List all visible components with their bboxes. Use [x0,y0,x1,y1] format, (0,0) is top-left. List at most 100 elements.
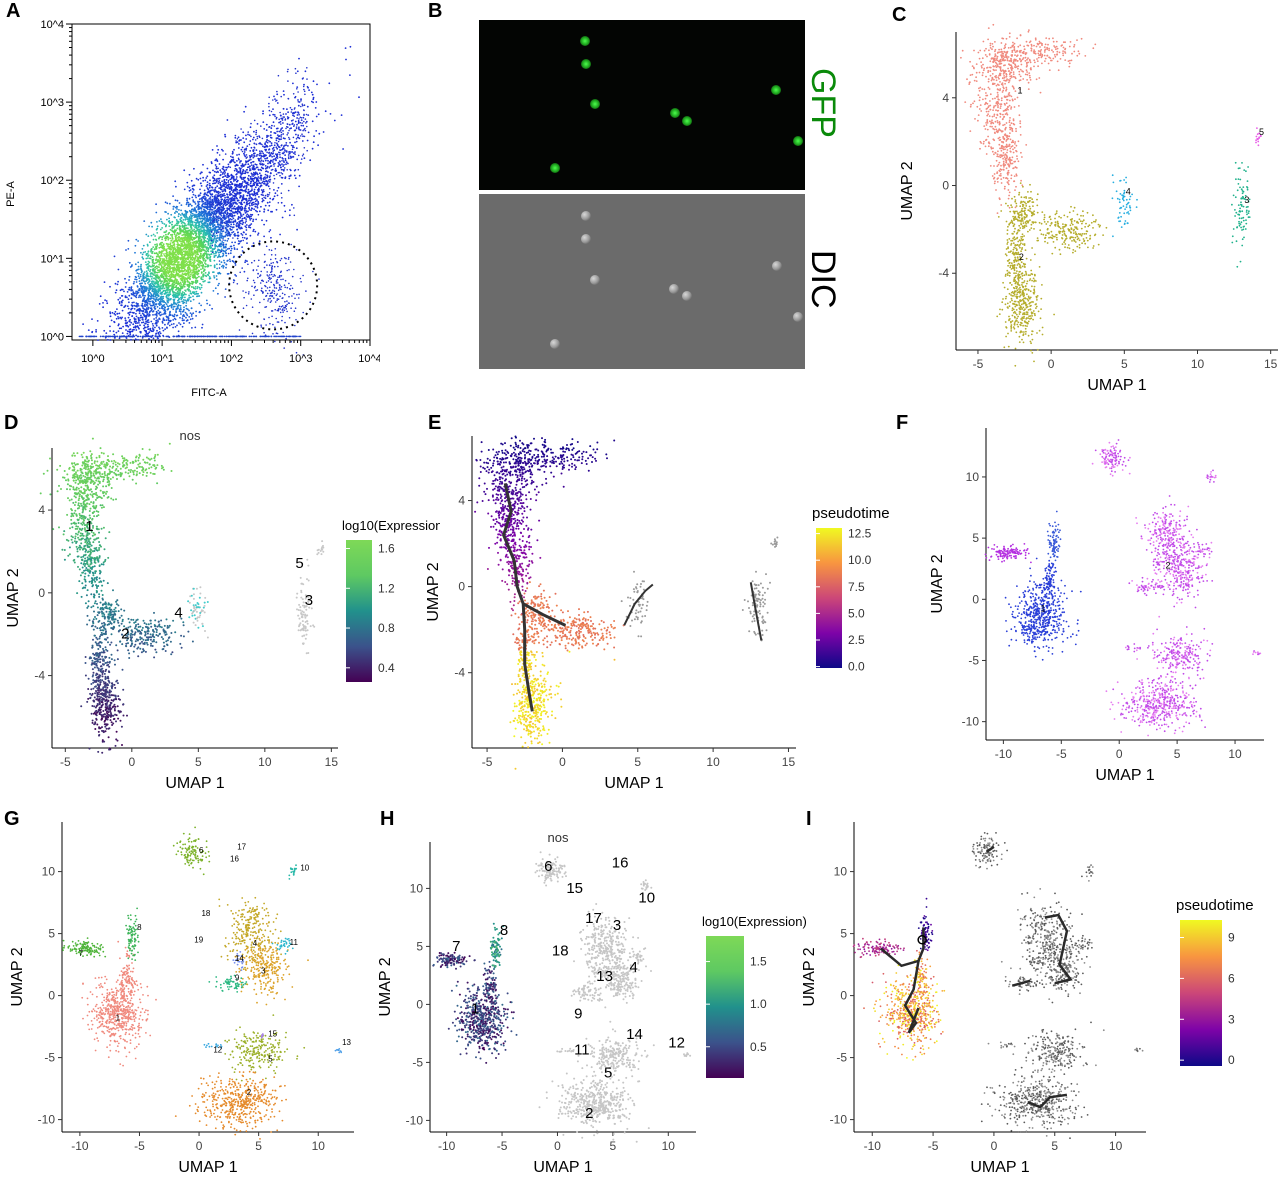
gfp-cell [793,136,803,146]
cluster-label: 3 [261,966,266,975]
y-tick-label: -4 [34,669,45,683]
panel-label-f: F [896,412,908,435]
root-node [917,935,927,945]
point-cloud [852,832,1144,1140]
cluster-label: 15 [268,1030,277,1039]
x-axis-label: UMAP 1 [165,775,224,792]
cluster-label: 4 [253,939,258,948]
colorbar-tick-label: 1.2 [378,581,395,595]
cluster-label: 13 [596,968,613,985]
dic-cell [772,261,782,271]
colorbar-title: pseudotime [812,505,890,522]
colorbar-tick-label: 1.5 [750,955,767,969]
gfp-label: GFP [803,68,842,138]
cluster-label: 18 [552,943,569,960]
umap-clusters-c: -5 0 5 10 15 -4 0 4 UMAP 1 UMAP 2 1 2 3 4 5 [899,23,1278,394]
cluster-label: 2 [121,625,129,642]
cluster-label: 5 [268,1054,273,1063]
trajectory-line [1027,1093,1068,1109]
x-tick-label: 10^3 [289,353,313,365]
cluster-label: 2 [1166,561,1171,571]
colorbar-tick-label: 0 [1228,1053,1235,1067]
x-tick-label: 0 [1116,747,1123,761]
x-axis-label: UMAP 1 [970,1159,1029,1176]
umap-clusters-f: -10 -5 0 5 10 10 5 0 -5 -10 UMAP 1 UMAP 2 1 2 [929,428,1264,784]
x-axis-label: UMAP 1 [1095,767,1154,784]
cluster-label: 18 [201,909,210,918]
y-axis-label: UMAP 2 [929,554,946,613]
x-tick-label: 0 [554,1139,561,1153]
cluster-label: 4 [1126,186,1131,196]
x-tick-label: 10 [1191,357,1205,371]
y-tick-label: 10 [834,865,848,879]
colorbar-tick-label: 1.0 [750,997,767,1011]
cluster-label: 14 [235,954,244,963]
y-tick-label: 0 [458,580,465,594]
trajectory-branch [749,582,763,641]
trajectory-line [879,927,925,968]
y-tick-label: 0 [942,179,949,193]
y-tick-label: 5 [416,939,423,953]
x-tick-label: 0 [128,755,135,769]
cluster-label: 10 [638,889,655,906]
cluster-label: 3 [1244,195,1249,205]
cluster-label: 11 [290,938,299,947]
cluster-label: 12 [668,1034,685,1051]
umap-pseudotime-i: -10 -5 0 5 10 10 5 0 -5 -10 UMAP 1 UMAP 2 pseudotime… [801,822,1254,1176]
gfp-cell [590,99,600,109]
cluster-label: 5 [295,555,303,572]
cluster-label: 2 [1019,252,1024,262]
colorbar-tick-label: 6 [1228,971,1235,985]
x-axis-label: FITC-A [191,387,227,399]
dic-cell [793,312,803,322]
dic-cell [581,234,591,244]
trajectory-line [985,845,995,853]
cluster-label: 4 [174,605,182,622]
y-tick-label: -4 [938,266,949,280]
colorbar [706,936,744,1078]
y-axis-label: UMAP 2 [425,562,442,621]
cluster-label: 17 [237,842,246,851]
x-tick-label: -5 [482,755,493,769]
panel-label-d: D [4,412,18,435]
trajectory-branch [623,583,654,626]
y-tick-label: 0 [840,989,847,1003]
y-tick-label: -5 [44,1051,55,1065]
cluster-label: 9 [574,1005,582,1022]
point-cloud [984,439,1262,737]
dic-cell [682,291,692,301]
colorbar-tick-label: 12.5 [848,527,872,541]
cluster-label: 15 [566,880,583,897]
x-tick-label: 5 [610,1139,617,1153]
y-tick-label: 10^4 [40,20,64,31]
y-tick-label: -10 [830,1113,848,1127]
cluster-label: 16 [612,855,629,872]
y-tick-label: 10 [410,881,424,895]
trajectory-line [502,482,534,712]
point-cloud [39,437,325,754]
y-tick-label: 4 [458,494,465,508]
x-tick-label: 15 [1264,357,1278,371]
cluster-label: 1 [85,518,93,535]
y-tick-label: 0 [416,997,423,1011]
gate-circle [228,240,319,331]
y-tick-label: -10 [406,1113,424,1127]
x-tick-label: 5 [255,1139,262,1153]
x-axis-label: UMAP 1 [604,775,663,792]
colorbar [346,540,372,682]
x-tick-label: 10^1 [150,353,174,365]
x-tick-label: -5 [497,1139,508,1153]
y-tick-label: 10 [966,470,980,484]
y-axis-label: PE-A [5,181,17,207]
x-tick-label: 5 [1121,357,1128,371]
cluster-label: 8 [137,923,142,932]
y-tick-label: 10^3 [40,97,64,109]
y-tick-label: -10 [38,1113,56,1127]
cluster-label: 16 [230,855,239,864]
gfp-cell [682,116,692,126]
cluster-label: 5 [1259,127,1264,137]
y-tick-label: -4 [454,666,465,680]
cluster-label: 2 [585,1105,593,1122]
cluster-label: 10 [300,863,309,872]
